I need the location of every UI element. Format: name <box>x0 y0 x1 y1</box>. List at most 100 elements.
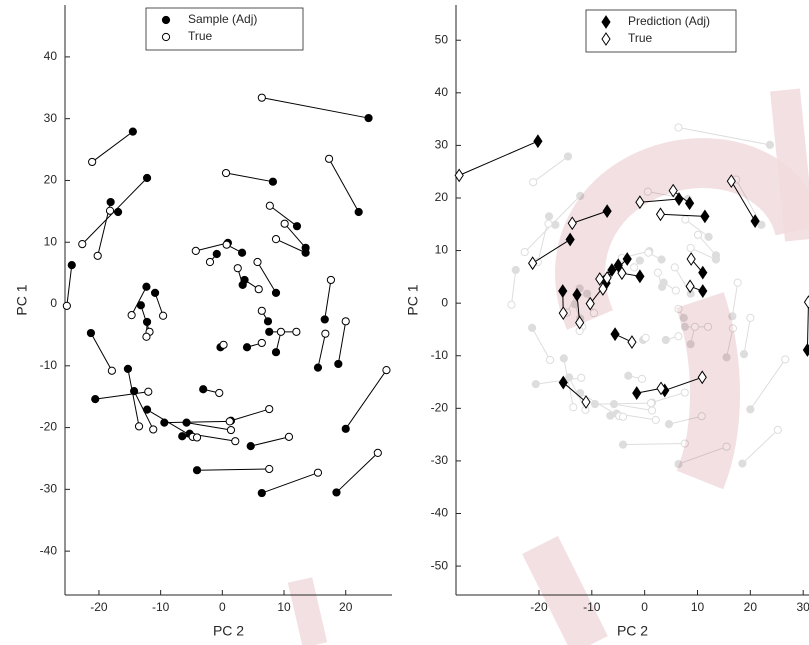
diamond-marker <box>632 386 642 400</box>
circle-marker <box>703 322 713 331</box>
pair-connector <box>642 337 647 341</box>
circle-marker <box>671 286 680 295</box>
circle-marker <box>86 328 96 338</box>
pair-connector <box>324 279 332 320</box>
circle-marker <box>653 268 662 277</box>
pair-connector <box>651 392 685 404</box>
panel: -20 -10 0 10 20 30 -50 -40 -30 -20 -10 0 10 20 30 40 50 P… <box>405 5 809 639</box>
circle-marker <box>341 424 350 433</box>
circle-marker <box>644 248 653 257</box>
diamond-marker <box>602 204 612 219</box>
pair-connector <box>531 327 551 361</box>
y-tick-label: 40 <box>44 49 58 63</box>
circle-marker <box>645 246 654 256</box>
circle-marker <box>544 212 554 221</box>
pair-connector <box>186 422 232 431</box>
pair-connector <box>657 272 663 287</box>
diamond-marker <box>635 269 645 284</box>
circle-marker <box>265 464 274 474</box>
circle-marker <box>582 289 592 298</box>
circle-marker <box>618 412 628 421</box>
circle-marker <box>711 251 721 260</box>
pair-connector <box>685 219 709 238</box>
circle-marker <box>382 366 391 375</box>
pair-connector <box>197 468 270 471</box>
diamond-marker <box>602 271 612 285</box>
circle-marker <box>674 459 683 469</box>
pair-connector <box>613 403 653 411</box>
pair-connector <box>164 420 230 424</box>
diamond-marker <box>802 343 809 357</box>
circle-marker <box>142 405 152 414</box>
pair-connector <box>690 247 717 260</box>
diamond-marker <box>627 335 637 349</box>
x-tick-label: 20 <box>744 600 758 614</box>
pair-connector <box>336 452 379 493</box>
circle-marker <box>292 222 302 231</box>
circle-marker <box>263 317 273 326</box>
circle-marker <box>113 207 123 217</box>
legend-label: Sample (Adj) <box>188 12 257 26</box>
circle-marker <box>192 433 202 442</box>
legend: Sample (Adj) True <box>145 7 304 51</box>
circle-marker <box>674 304 683 314</box>
circle-marker <box>91 395 100 404</box>
y-tick-label: 10 <box>435 243 449 257</box>
pairs <box>62 93 391 498</box>
pair-connector <box>742 429 779 464</box>
y-tick-label: 20 <box>44 173 58 187</box>
circle-marker <box>222 240 231 249</box>
pair-connector <box>337 321 347 365</box>
pair-connector <box>275 238 306 254</box>
diamond-marker <box>598 282 608 296</box>
y-tick-label: 40 <box>435 85 449 99</box>
circle-marker <box>130 387 139 396</box>
circle-marker <box>182 418 191 427</box>
circle-marker <box>618 440 628 449</box>
circle-marker <box>205 257 215 267</box>
circle-marker <box>128 127 137 136</box>
circle-marker <box>225 417 234 426</box>
circle-marker <box>647 398 657 407</box>
circle-marker <box>615 412 624 421</box>
pair-connector <box>524 195 581 253</box>
diamond-marker <box>601 32 611 46</box>
circle-marker <box>271 348 281 357</box>
x-tick-label: 10 <box>691 600 705 614</box>
circle-marker <box>215 388 224 398</box>
y-axis-label: PC 1 <box>14 284 30 315</box>
pair-connector <box>730 180 756 222</box>
circle-marker <box>67 260 76 270</box>
circle-marker <box>240 275 249 285</box>
circle-marker <box>569 403 578 412</box>
y-tick-label: 30 <box>435 138 449 152</box>
circle-marker <box>106 197 115 207</box>
pair-connector <box>616 413 656 421</box>
diamond-marker <box>572 287 582 302</box>
circle-marker <box>265 404 274 414</box>
circle-marker <box>160 418 169 427</box>
circle-marker <box>511 265 520 275</box>
circle-marker <box>651 415 660 424</box>
circle-marker <box>219 340 228 349</box>
pair-connector <box>328 158 360 213</box>
circle-marker <box>674 332 683 341</box>
circle-marker <box>192 466 202 475</box>
circle-marker <box>191 246 200 255</box>
y-tick-label: 0 <box>441 295 448 309</box>
circle-marker <box>276 327 286 336</box>
y-tick-label: -30 <box>40 482 58 496</box>
circle-marker <box>781 355 790 364</box>
legend: Prediction (Adj) True <box>585 9 737 53</box>
circle-marker <box>78 239 87 249</box>
circle-marker <box>105 206 115 215</box>
circle-marker <box>661 335 670 345</box>
y-tick-label: 20 <box>435 190 449 204</box>
circle-marker <box>265 201 274 210</box>
circle-marker <box>544 219 553 228</box>
pair-connector <box>806 302 809 350</box>
y-tick-label: -30 <box>431 453 449 467</box>
circle-marker <box>150 288 160 297</box>
diamond-marker <box>575 315 585 330</box>
